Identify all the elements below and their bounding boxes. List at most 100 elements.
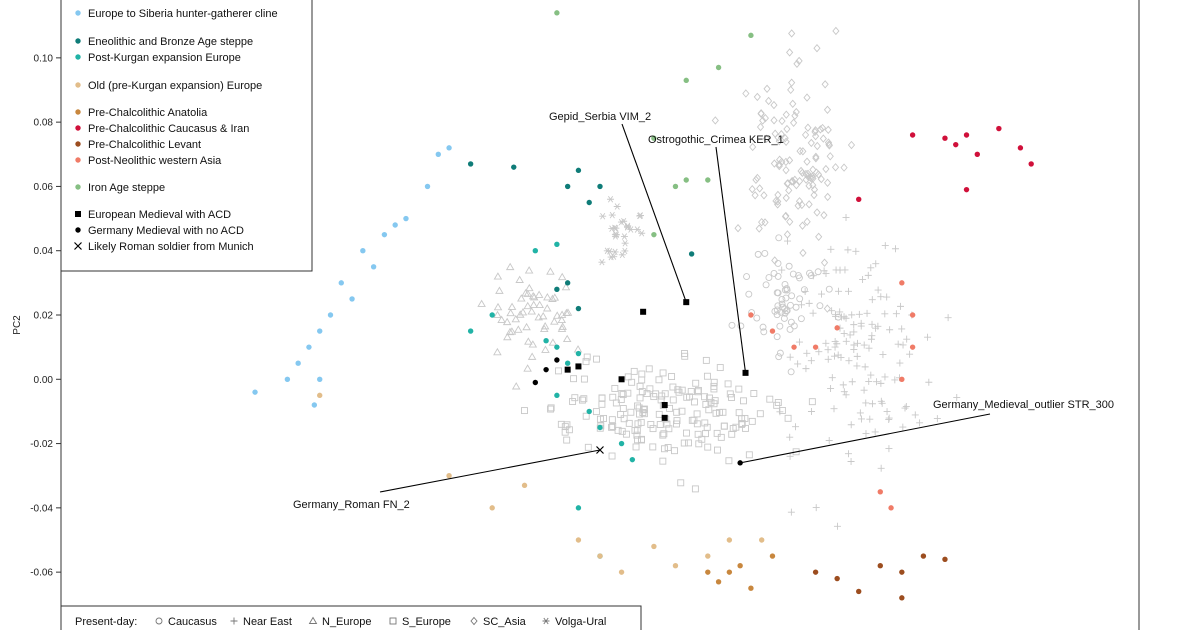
present-day-point-s-europe (555, 367, 562, 375)
present-day-point-s-europe (634, 402, 641, 410)
present-day-point-s-europe (630, 367, 638, 375)
present-day-point-near-east (872, 260, 880, 268)
present-day-point-s-europe (619, 391, 627, 399)
present-day-point-s-europe (714, 446, 721, 454)
present-day-point-s-europe (657, 396, 665, 404)
present-day-point-near-east (855, 310, 863, 318)
present-day-legend-label: N_Europe (322, 616, 372, 628)
present-day-point-near-east (833, 522, 841, 530)
data-point (403, 215, 409, 222)
present-day-point-sc-asia (789, 99, 797, 108)
present-day-point-s-europe (614, 426, 622, 434)
present-day-point-sc-asia (803, 217, 811, 226)
present-day-point-s-europe (735, 409, 743, 417)
present-day-point-s-europe (611, 384, 619, 392)
legend-entry-label: Pre-Chalcolithic Caucasus & Iran (88, 123, 249, 135)
data-point (575, 350, 582, 357)
present-day-point-sc-asia (796, 176, 804, 186)
present-day-point-n-europe (522, 322, 531, 331)
present-day-point-s-europe (638, 436, 645, 444)
data-point (284, 376, 291, 382)
present-day-point-near-east (825, 436, 833, 444)
present-day-point-s-europe (678, 407, 686, 415)
present-day-point-s-europe (633, 427, 641, 435)
present-day-point-s-europe (710, 400, 718, 408)
data-point (688, 251, 695, 257)
legend-entry-label: Old (pre-Kurgan expansion) Europe (88, 80, 262, 92)
present-day-point-s-europe (740, 397, 747, 405)
present-day-point-sc-asia (753, 92, 761, 102)
present-day-point-s-europe (704, 443, 712, 451)
present-day-point-sc-asia (752, 175, 760, 185)
present-day-point-near-east (801, 287, 809, 295)
present-day-point-caucasus (787, 318, 795, 326)
present-day-point-sc-asia (792, 107, 800, 117)
present-day-point-sc-asia (802, 169, 810, 179)
present-day-point-n-europe (493, 310, 502, 319)
present-day-point-s-europe (633, 431, 641, 439)
present-day-point-s-europe (685, 439, 692, 447)
present-day-legend: Present-day: Caucasus Near East N_Europe S_… (60, 605, 642, 630)
data-point (920, 553, 927, 559)
present-day-point-near-east (803, 349, 811, 357)
present-day-point-near-east (831, 343, 839, 351)
present-day-point-sc-asia (799, 248, 807, 258)
present-day-point-s-europe (661, 390, 669, 398)
present-day-point-caucasus (786, 326, 794, 333)
present-day-point-s-europe (638, 370, 646, 378)
present-day-point-s-europe (634, 420, 642, 428)
annotation-label: Germany_Medieval_outlier STR_300 (933, 399, 1114, 411)
present-day-point-near-east (786, 353, 794, 361)
present-day-point-sc-asia (813, 44, 821, 53)
data-point (748, 585, 754, 591)
present-day-point-n-europe (548, 338, 558, 346)
legend-marker (75, 184, 81, 190)
present-day-point-near-east (871, 428, 879, 436)
present-day-point-s-europe (647, 421, 655, 428)
present-day-point-near-east (836, 308, 844, 316)
present-day-point-n-europe (523, 364, 532, 372)
present-day-point-s-europe (728, 394, 735, 401)
present-day-point-n-europe (495, 286, 504, 294)
present-day-point-near-east (794, 360, 802, 368)
legend-marker (75, 141, 81, 147)
present-day-point-s-europe (598, 394, 606, 402)
present-day-point-sc-asia (756, 122, 765, 132)
data-point (564, 183, 571, 190)
present-day-point-s-europe (521, 407, 528, 415)
present-day-point-near-east (832, 312, 840, 320)
present-day-point-sc-asia (734, 224, 742, 233)
data-point (953, 141, 959, 148)
present-day-point-caucasus (754, 250, 762, 258)
present-day-point-near-east (845, 357, 853, 365)
present-day-point-s-europe (631, 427, 639, 434)
present-day-point-s-europe (664, 444, 672, 451)
present-day-point-sc-asia (757, 109, 765, 118)
data-point (769, 328, 776, 334)
present-day-point-sc-asia (804, 169, 812, 179)
data-point (651, 135, 657, 141)
data-point (446, 145, 452, 151)
present-day-point-near-east (903, 335, 911, 343)
y-tick-label: 0.02 (34, 311, 54, 322)
present-day-point-s-europe (712, 409, 720, 417)
present-day-point-near-east (857, 319, 865, 327)
present-day-point-near-east (828, 307, 836, 315)
present-day-point-near-east (807, 357, 815, 365)
data-point (554, 286, 560, 292)
annotation-label: Germany_Roman FN_2 (293, 499, 410, 511)
data-point (564, 360, 571, 366)
present-day-point-near-east (877, 293, 885, 301)
data-point (834, 575, 840, 582)
present-day-point-s-europe (617, 410, 625, 418)
data-point (338, 280, 344, 286)
present-day-point-s-europe (582, 412, 590, 420)
present-day-point-near-east (867, 264, 875, 272)
present-day-point-near-east (911, 411, 919, 419)
present-day-point-n-europe (534, 290, 544, 298)
data-point (489, 312, 495, 318)
present-day-point-s-europe (619, 405, 627, 412)
present-day-point-s-europe (652, 390, 660, 398)
present-day-point-s-europe (706, 394, 713, 402)
